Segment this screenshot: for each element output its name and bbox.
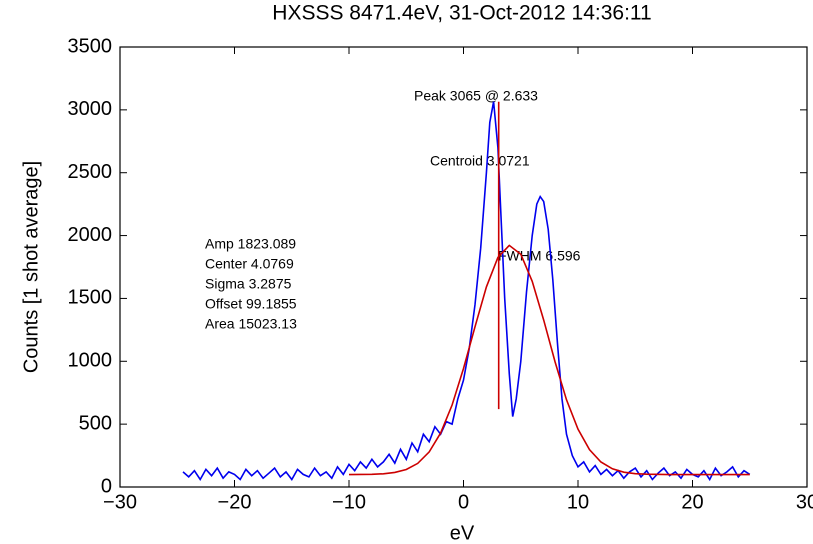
annotation: Centroid 3.0721 [430, 153, 530, 169]
annotation: Offset 99.1855 [205, 296, 297, 312]
x-tick-label: −30 [103, 491, 137, 513]
y-tick-label: 1000 [68, 350, 113, 372]
x-tick-label: 20 [681, 491, 703, 513]
y-tick-label: 1500 [68, 287, 113, 309]
annotation: FWHM 6.596 [498, 248, 581, 264]
y-tick-label: 2500 [68, 161, 113, 183]
y-tick-label: 3000 [68, 98, 113, 120]
chart-title: HXSSS 8471.4eV, 31-Oct-2012 14:36:11 [272, 2, 651, 25]
x-axis-label: eV [450, 522, 475, 544]
y-tick-label: 500 [79, 412, 112, 434]
x-tick-label: −20 [218, 491, 252, 513]
annotation: Sigma 3.2875 [205, 276, 292, 292]
y-tick-label: 0 [101, 475, 112, 497]
annotation: Peak 3065 @ 2.633 [414, 88, 538, 104]
y-tick-label: 3500 [68, 35, 113, 57]
x-tick-label: −10 [332, 491, 366, 513]
x-tick-label: 30 [796, 491, 813, 513]
annotation: Amp 1823.089 [205, 236, 296, 252]
x-tick-label: 0 [458, 491, 469, 513]
annotation: Center 4.0769 [205, 256, 294, 272]
annotation: Area 15023.13 [205, 316, 297, 332]
series-line [182, 101, 751, 482]
series-line [348, 244, 750, 476]
y-tick-label: 2000 [68, 224, 113, 246]
y-axis-label: Counts [1 shot average] [20, 161, 42, 373]
x-tick-label: 10 [567, 491, 589, 513]
